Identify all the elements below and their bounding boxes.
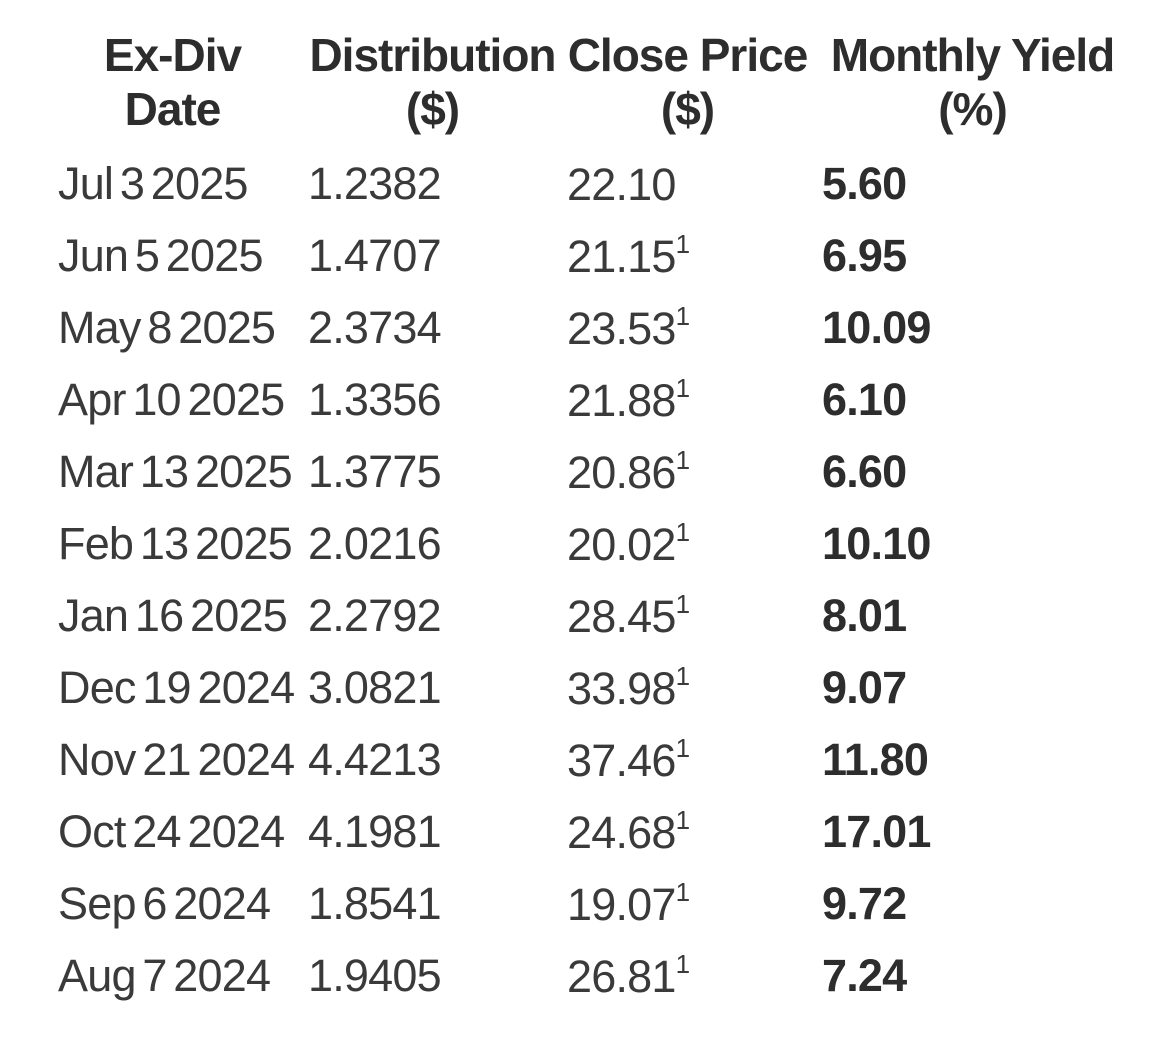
distribution-cell: 1.3356 <box>308 374 442 425</box>
distribution-cell: 1.4707 <box>308 230 442 281</box>
close-price-value: 19.07 <box>567 879 676 930</box>
footnote-superscript: 1 <box>675 373 691 403</box>
table-row: Jul 3 2025 1.2382 22.10 5.60 <box>40 148 1170 220</box>
monthly-yield-cell: 8.01 <box>822 590 907 641</box>
footnote-superscript: 1 <box>675 517 691 547</box>
table-row: Oct 24 2024 4.1981 24.681 17.01 <box>40 796 1170 868</box>
table-row: Nov 21 2024 4.4213 37.461 11.80 <box>40 724 1170 796</box>
dividend-history-table: Ex-Div Date Distribution ($) Close Price… <box>40 28 1170 1012</box>
ex-div-date-cell: Jan 16 2025 <box>58 590 288 641</box>
ex-div-date-cell: Apr 10 2025 <box>58 374 285 425</box>
footnote-superscript: 1 <box>675 949 691 979</box>
ex-div-date-cell: Jun 5 2025 <box>58 230 264 281</box>
footnote-superscript: 1 <box>675 589 691 619</box>
monthly-yield-cell: 9.72 <box>822 878 907 929</box>
monthly-yield-cell: 5.60 <box>822 158 907 209</box>
close-price-value: 21.15 <box>567 231 676 282</box>
footnote-superscript: 1 <box>675 445 691 475</box>
table-row: Feb 13 2025 2.0216 20.021 10.10 <box>40 508 1170 580</box>
close-price-cell: 33.981 <box>560 661 815 715</box>
monthly-yield-cell: 17.01 <box>822 806 931 857</box>
close-price-value: 28.45 <box>567 591 676 642</box>
column-header-distribution: Distribution ($) <box>305 28 560 136</box>
distribution-cell: 4.4213 <box>308 734 442 785</box>
close-price-cell: 20.861 <box>560 445 815 499</box>
ex-div-date-cell: Feb 13 2025 <box>58 518 293 569</box>
distribution-cell: 1.9405 <box>308 950 442 1001</box>
table-row: Jun 5 2025 1.4707 21.151 6.95 <box>40 220 1170 292</box>
close-price-cell: 37.461 <box>560 733 815 787</box>
footnote-superscript: 1 <box>675 229 691 259</box>
distribution-cell: 4.1981 <box>308 806 442 857</box>
close-price-value: 33.98 <box>567 663 676 714</box>
table-row: Apr 10 2025 1.3356 21.881 6.10 <box>40 364 1170 436</box>
close-price-value: 24.68 <box>567 807 676 858</box>
distribution-cell: 2.2792 <box>308 590 442 641</box>
monthly-yield-cell: 6.60 <box>822 446 907 497</box>
column-header-label: Ex-Div <box>103 29 242 81</box>
close-price-value: 22.10 <box>567 159 676 210</box>
ex-div-date-cell: Sep 6 2024 <box>58 878 271 929</box>
column-header-unit: Date <box>124 83 222 135</box>
close-price-cell: 22.10 <box>560 157 815 211</box>
column-header-label: Distribution <box>309 29 556 81</box>
monthly-yield-cell: 6.95 <box>822 230 907 281</box>
table-row: Mar 13 2025 1.3775 20.861 6.60 <box>40 436 1170 508</box>
distribution-cell: 2.3734 <box>308 302 442 353</box>
close-price-cell: 28.451 <box>560 589 815 643</box>
monthly-yield-cell: 10.09 <box>822 302 931 353</box>
distribution-cell: 2.0216 <box>308 518 442 569</box>
close-price-cell: 20.021 <box>560 517 815 571</box>
ex-div-date-cell: Nov 21 2024 <box>58 734 295 785</box>
table-row: May 8 2025 2.3734 23.531 10.09 <box>40 292 1170 364</box>
close-price-value: 20.02 <box>567 519 676 570</box>
ex-div-date-cell: Aug 7 2024 <box>58 950 271 1001</box>
table-row: Aug 7 2024 1.9405 26.811 7.24 <box>40 940 1170 1012</box>
close-price-cell: 24.681 <box>560 805 815 859</box>
monthly-yield-cell: 7.24 <box>822 950 907 1001</box>
close-price-value: 23.53 <box>567 303 676 354</box>
column-header-unit: ($) <box>405 83 460 135</box>
distribution-cell: 1.2382 <box>308 158 442 209</box>
column-header-monthly-yield: Monthly Yield (%) <box>815 28 1130 136</box>
table-row: Dec 19 2024 3.0821 33.981 9.07 <box>40 652 1170 724</box>
ex-div-date-cell: May 8 2025 <box>58 302 276 353</box>
close-price-cell: 21.151 <box>560 229 815 283</box>
close-price-cell: 23.531 <box>560 301 815 355</box>
close-price-value: 20.86 <box>567 447 676 498</box>
close-price-value: 21.88 <box>567 375 676 426</box>
table-row: Jan 16 2025 2.2792 28.451 8.01 <box>40 580 1170 652</box>
column-header-ex-div-date: Ex-Div Date <box>40 28 305 136</box>
monthly-yield-cell: 10.10 <box>822 518 931 569</box>
close-price-value: 37.46 <box>567 735 676 786</box>
ex-div-date-cell: Oct 24 2024 <box>58 806 285 857</box>
close-price-cell: 26.811 <box>560 949 815 1003</box>
monthly-yield-cell: 6.10 <box>822 374 907 425</box>
ex-div-date-cell: Mar 13 2025 <box>58 446 293 497</box>
distribution-cell: 1.3775 <box>308 446 442 497</box>
table-header-row: Ex-Div Date Distribution ($) Close Price… <box>40 28 1170 136</box>
distribution-cell: 3.0821 <box>308 662 442 713</box>
footnote-superscript: 1 <box>675 733 691 763</box>
column-header-label: Monthly Yield <box>830 29 1115 81</box>
close-price-cell: 21.881 <box>560 373 815 427</box>
footnote-superscript: 1 <box>675 805 691 835</box>
close-price-cell: 19.071 <box>560 877 815 931</box>
footnote-superscript: 1 <box>675 877 691 907</box>
table-body: Jul 3 2025 1.2382 22.10 5.60 Jun 5 2025 … <box>40 148 1170 1012</box>
distribution-cell: 1.8541 <box>308 878 442 929</box>
footnote-superscript: 1 <box>675 301 691 331</box>
column-header-unit: (%) <box>938 83 1008 135</box>
monthly-yield-cell: 9.07 <box>822 662 907 713</box>
column-header-close-price: Close Price ($) <box>560 28 815 136</box>
monthly-yield-cell: 11.80 <box>822 734 929 785</box>
table-row: Sep 6 2024 1.8541 19.071 9.72 <box>40 868 1170 940</box>
ex-div-date-cell: Dec 19 2024 <box>58 662 295 713</box>
column-header-label: Close Price <box>567 29 809 81</box>
close-price-value: 26.81 <box>567 951 676 1002</box>
footnote-superscript: 1 <box>675 661 691 691</box>
column-header-unit: ($) <box>660 83 715 135</box>
ex-div-date-cell: Jul 3 2025 <box>58 158 248 209</box>
